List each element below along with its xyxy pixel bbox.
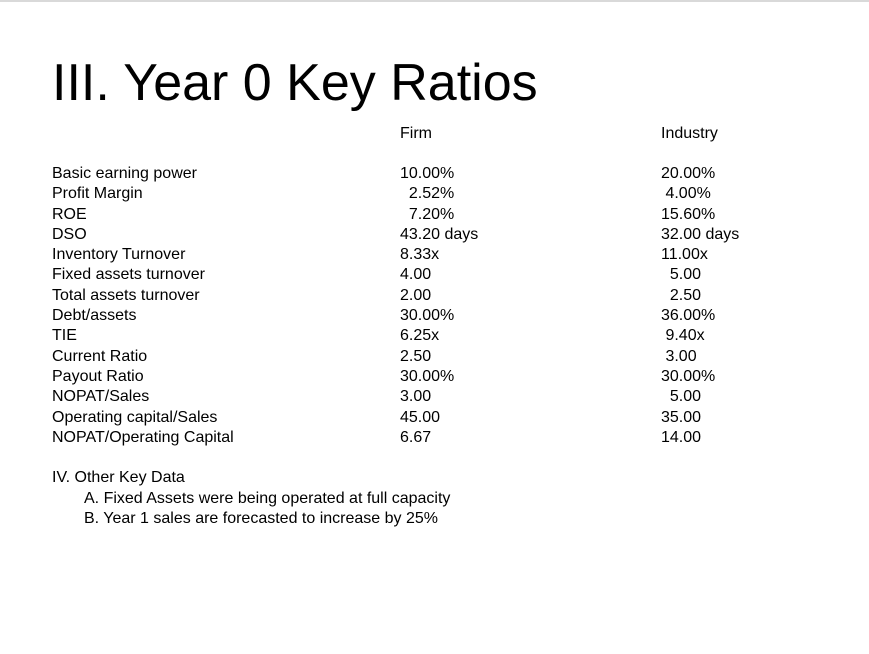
- ratio-row-roe: ROE 7.20% 15.60%: [52, 205, 812, 225]
- ratio-industry-value: 5.00: [661, 388, 702, 406]
- other-key-data-item: A. Fixed Assets were being operated at f…: [84, 489, 451, 507]
- other-key-data-section: IV. Other Key Data A. Fixed Assets were …: [52, 468, 450, 530]
- ratio-firm-value: 2.00: [400, 286, 432, 304]
- ratio-table: Basic earning power 10.00% 20.00% Profit…: [52, 164, 812, 448]
- column-header-industry: Industry: [661, 125, 718, 142]
- ratio-firm-value: 10.00%: [400, 165, 455, 182]
- ratio-row-inventory-turnover: Inventory Turnover 8.33x 11.00x: [52, 245, 812, 265]
- ratio-row-payout-ratio: Payout Ratio 30.00% 30.00%: [52, 367, 812, 387]
- ratio-firm-value: 3.00: [400, 388, 432, 406]
- ratio-firm-value: 7.20%: [400, 205, 455, 223]
- ratio-name: NOPAT/Sales: [52, 388, 150, 406]
- ratio-name: TIE: [52, 327, 77, 345]
- ratio-firm-value: 2.50: [400, 347, 432, 365]
- ratio-firm-value: 6.25x: [400, 327, 440, 345]
- ratio-industry-value: 36.00%: [661, 307, 716, 325]
- ratio-row-nopat-operating-capital: NOPAT/Operating Capital 6.67 14.00: [52, 428, 812, 448]
- ratio-row-total-assets-turnover: Total assets turnover 2.00 2.50: [52, 286, 812, 306]
- ratio-industry-value: 35.00: [661, 408, 702, 426]
- ratio-firm-value: 43.20 days: [400, 225, 479, 243]
- ratio-name: Total assets turnover: [52, 286, 200, 304]
- ratio-row-basic-earning-power: Basic earning power 10.00% 20.00%: [52, 164, 812, 184]
- ratio-industry-value: 11.00x: [661, 246, 708, 264]
- ratio-row-current-ratio: Current Ratio 2.50 3.00: [52, 347, 812, 367]
- ratio-firm-value: 6.67: [400, 428, 432, 446]
- top-divider: [0, 0, 869, 2]
- ratio-industry-value: 3.00: [661, 347, 697, 365]
- ratio-firm-value: 8.33x: [400, 246, 440, 264]
- ratio-firm-value: 4.00: [400, 266, 432, 284]
- ratio-name: Basic earning power: [52, 165, 197, 182]
- ratio-industry-value: 5.00: [661, 266, 702, 284]
- ratio-firm-value: 30.00%: [400, 307, 455, 325]
- ratio-name: ROE: [52, 205, 87, 223]
- ratio-row-tie: TIE 6.25x 9.40x: [52, 326, 812, 346]
- ratio-industry-value: 15.60%: [661, 205, 716, 223]
- ratio-row-nopat-sales: NOPAT/Sales 3.00 5.00: [52, 387, 812, 407]
- ratio-name: Profit Margin: [52, 185, 143, 203]
- ratio-name: Inventory Turnover: [52, 246, 186, 264]
- ratio-name: Current Ratio: [52, 347, 148, 365]
- ratio-row-profit-margin: Profit Margin 2.52% 4.00%: [52, 184, 812, 204]
- ratio-industry-value: 14.00: [661, 428, 702, 446]
- ratio-industry-value: 20.00%: [661, 165, 716, 182]
- ratio-row-debt-assets: Debt/assets 30.00% 36.00%: [52, 306, 812, 326]
- ratio-industry-value: 30.00%: [661, 367, 716, 385]
- ratio-firm-value: 30.00%: [400, 367, 455, 385]
- ratio-industry-value: 4.00%: [661, 185, 711, 203]
- ratio-name: Payout Ratio: [52, 367, 144, 385]
- ratio-name: NOPAT/Operating Capital: [52, 428, 234, 446]
- ratio-row-operating-capital-sales: Operating capital/Sales 45.00 35.00: [52, 408, 812, 428]
- column-header-firm: Firm: [400, 125, 432, 142]
- ratio-firm-value: 2.52%: [400, 185, 455, 203]
- slide-title: III. Year 0 Key Ratios: [52, 54, 538, 112]
- ratio-row-fixed-assets-turnover: Fixed assets turnover 4.00 5.00: [52, 265, 812, 285]
- ratio-name: Operating capital/Sales: [52, 408, 218, 426]
- other-key-data-heading: IV. Other Key Data: [52, 469, 185, 486]
- ratio-industry-value: 9.40x: [661, 327, 705, 345]
- ratio-firm-value: 45.00: [400, 408, 441, 426]
- other-key-data-item: B. Year 1 sales are forecasted to increa…: [84, 510, 438, 527]
- ratio-name: Fixed assets turnover: [52, 266, 205, 284]
- ratio-industry-value: 32.00 days: [661, 225, 740, 243]
- ratio-row-dso: DSO 43.20 days 32.00 days: [52, 225, 812, 245]
- ratio-name: Debt/assets: [52, 307, 137, 325]
- ratio-industry-value: 2.50: [661, 286, 702, 304]
- ratio-name: DSO: [52, 225, 87, 243]
